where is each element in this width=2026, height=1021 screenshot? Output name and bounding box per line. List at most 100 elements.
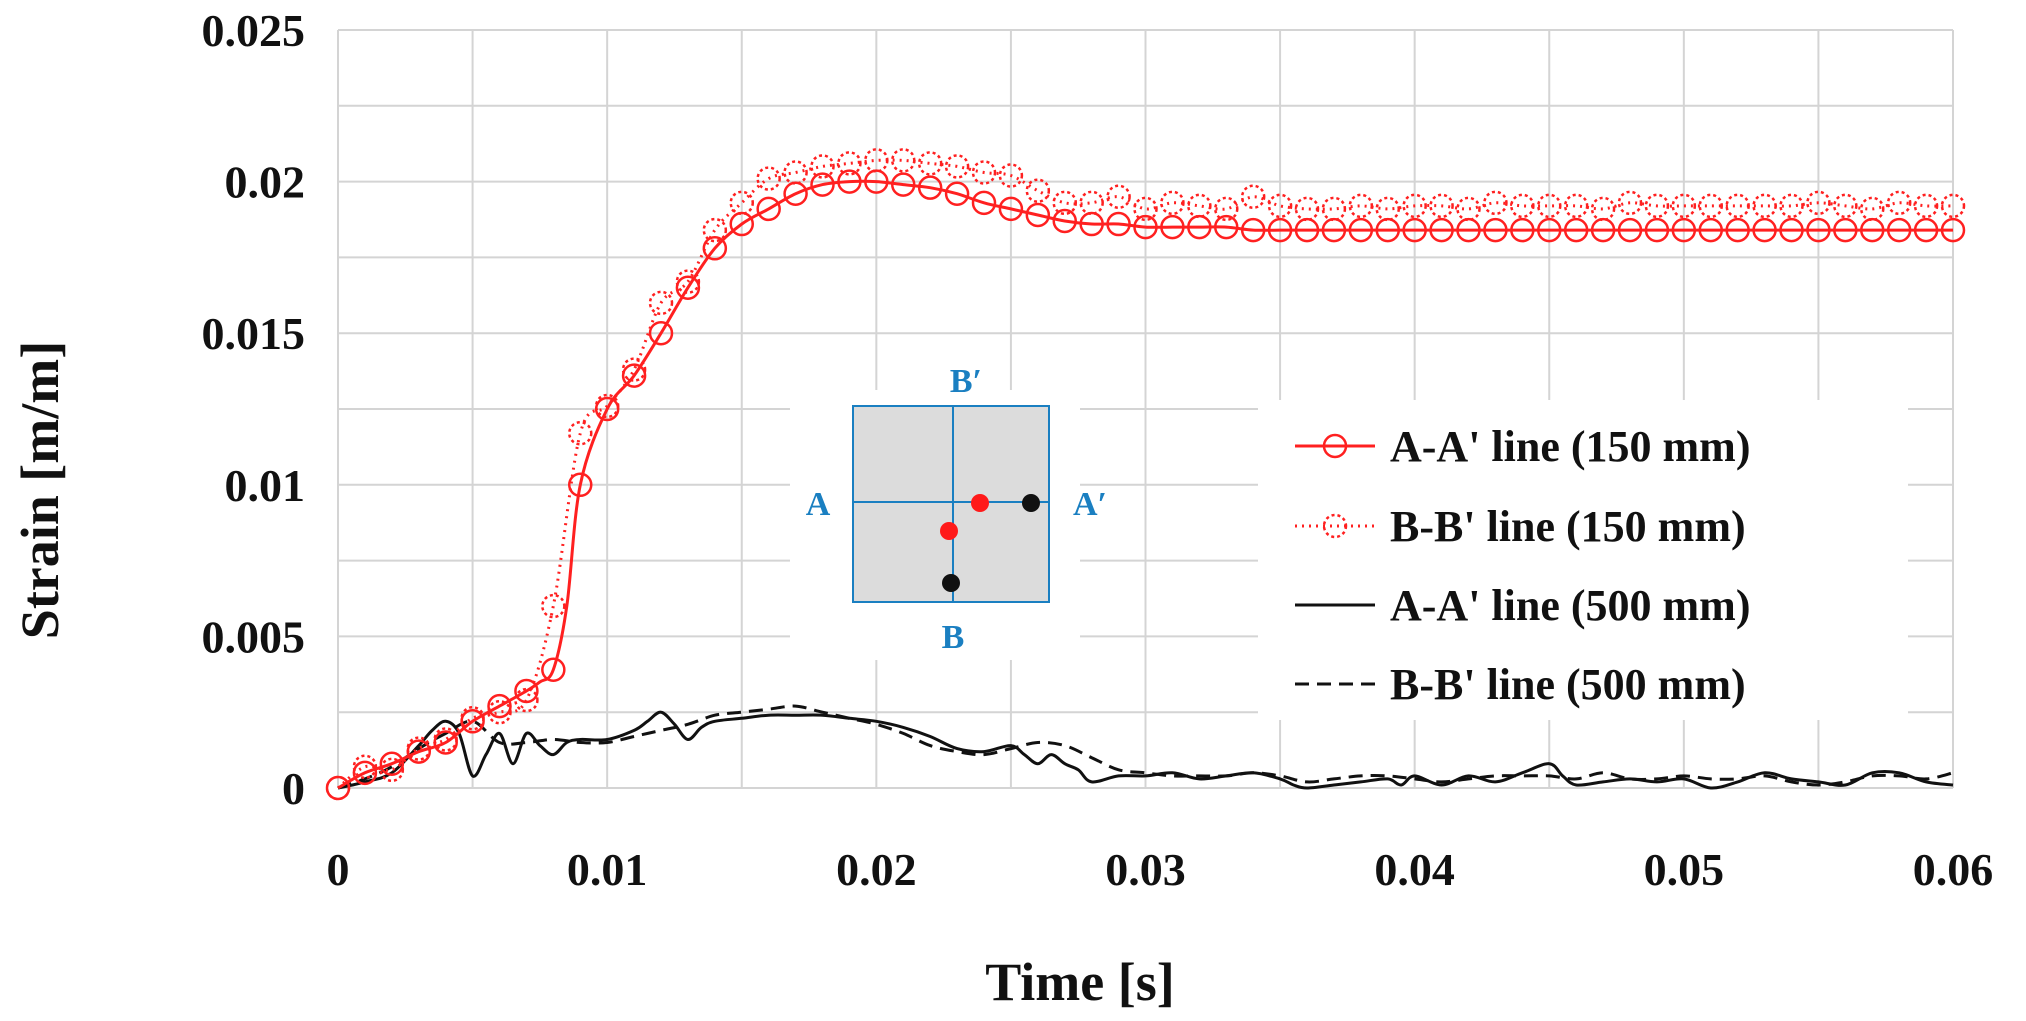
series-point [1779,217,1804,243]
inset-point-black-horizontal [1022,494,1040,512]
inset-label-a-prime: A′ [1073,486,1107,523]
series-point [1510,193,1535,219]
x-tick-label: 0.01 [567,844,648,895]
legend-item-aa-150: A-A' line (150 mm) [1295,422,1751,471]
series-point [514,687,539,713]
series-point [1052,208,1077,234]
series-layer [325,148,1966,801]
series-1 [325,148,1966,801]
x-tick-label: 0 [327,844,350,895]
y-tick-labels: 0 0.005 0.01 0.015 0.02 0.025 [202,5,306,814]
series-point [1860,217,1885,243]
series-point [1725,193,1750,219]
series-point [1537,193,1562,219]
series-point [594,393,620,419]
legend-item-bb-500: B-B' line (500 mm) [1295,660,1746,709]
series-point [1456,196,1481,222]
series-point [810,172,835,197]
x-tick-label: 0.05 [1644,844,1725,895]
series-point [352,754,378,780]
cross-section-inset: B′ A A′ B [790,363,1107,660]
series-point [541,657,566,683]
series-point [783,181,808,206]
series-point [1106,211,1131,237]
series-point [1886,190,1912,216]
series-point [1456,217,1481,243]
series-point [487,699,512,725]
series-point [1025,202,1051,228]
legend-label-bb-500: B-B' line (500 mm) [1390,660,1746,709]
series-point [675,269,701,294]
series-point [944,181,970,206]
series-point [1590,196,1616,222]
inset-label-b: B [942,619,965,656]
y-tick-label: 0.025 [202,5,306,56]
series-point [783,160,808,185]
series-point [891,172,916,197]
series-point [621,363,647,388]
series-point [1160,214,1185,240]
series-point [1644,193,1670,219]
y-tick-label: 0.01 [225,460,306,511]
series-point [1348,193,1374,219]
series-point [1160,190,1185,216]
series-point [891,148,916,173]
x-tick-labels: 0 0.01 0.02 0.03 0.04 0.05 0.06 [327,844,1994,895]
series-point [1698,193,1723,219]
series-point [1025,178,1051,203]
series-point [729,190,754,216]
series-point [1886,217,1912,243]
series-point [1133,196,1158,222]
series-point [1833,217,1858,243]
series-line [337,158,1954,790]
series-point [621,357,647,382]
series-0 [325,169,1966,801]
series-point [1240,217,1266,243]
series-point [1079,211,1104,237]
legend-background [1258,400,1908,720]
series-point [648,290,674,316]
series-point [568,472,593,498]
series-point [702,217,728,243]
series-3 [337,704,1954,790]
series-2 [337,710,1954,790]
series-point [1752,217,1777,243]
series-point [1483,217,1508,243]
series-point [1106,184,1131,210]
legend-label-bb-150: B-B' line (150 mm) [1390,502,1746,551]
series-point [1644,217,1670,243]
series-point [1833,193,1858,219]
series-point [460,706,485,731]
series-point [837,169,862,194]
series-point [1483,190,1508,216]
series-point [1563,193,1589,219]
series-point [1860,196,1885,222]
series-point [1429,193,1454,219]
series-point [1214,214,1239,240]
series-point [648,320,674,346]
series-point [1133,214,1158,240]
series-point [971,160,997,185]
series-point [1913,217,1939,243]
legend-label-aa-150: A-A' line (150 mm) [1390,422,1751,471]
series-point [1698,217,1723,243]
y-tick-label: 0.015 [202,308,306,359]
legend-marker-aa-150 [1322,433,1348,459]
series-point [1671,193,1697,219]
series-point [1294,217,1320,243]
series-point [1402,217,1427,243]
series-point [1537,217,1562,243]
series-point [864,169,889,194]
legend: A-A' line (150 mm) B-B' line (150 mm) A-… [1258,400,1908,720]
x-tick-label: 0.02 [836,844,917,895]
series-point [1617,217,1643,243]
series-point [1375,217,1400,243]
series-point [487,693,512,719]
legend-marker-bb-150 [1322,513,1348,539]
series-point [864,148,889,173]
x-tick-label: 0.04 [1374,844,1455,895]
series-point [1348,217,1374,243]
series-point [1671,217,1697,243]
series-line [337,710,1954,790]
y-axis-title: Strain [m/m] [10,341,70,639]
